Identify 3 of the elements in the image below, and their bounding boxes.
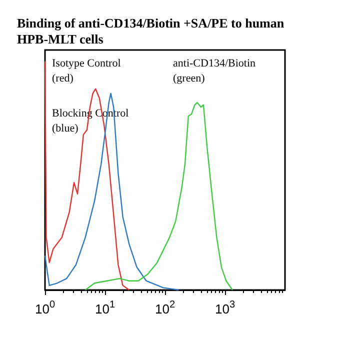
annotation: Isotype Control (red): [52, 58, 121, 84]
chart-title: Binding of anti-CD134/Biotin +SA/PE to human HPB-MLT cells: [17, 16, 288, 46]
annotation: anti-CD134/Biotin (green): [173, 58, 256, 84]
